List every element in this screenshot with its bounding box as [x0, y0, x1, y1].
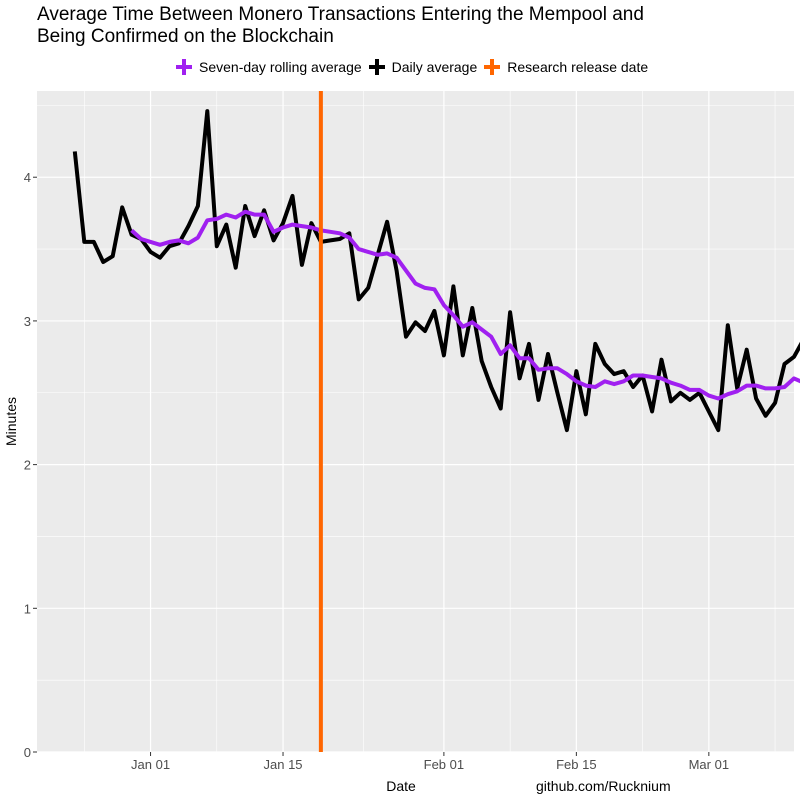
- x-tick-label: Feb 15: [556, 757, 596, 772]
- y-tick-label: 2: [24, 458, 31, 473]
- grid-lines: [37, 91, 794, 753]
- chart-title-line2: Being Confirmed on the Blockchain: [37, 26, 334, 47]
- x-tick-label: Jan 15: [264, 757, 303, 772]
- x-axis-title: Date: [386, 778, 416, 794]
- legend-item-release: Research release date: [483, 58, 648, 76]
- axes: 0 1 2 3 4 Jan 01 Jan 15 Feb 01 Feb 15 Mar 01: [24, 170, 729, 772]
- x-tick-label: Mar 01: [689, 757, 729, 772]
- legend-label-rolling: Seven-day rolling average: [199, 59, 362, 75]
- y-tick-label: 1: [24, 601, 31, 616]
- x-tick-label: Feb 01: [424, 757, 464, 772]
- y-tick-label: 0: [24, 745, 31, 760]
- y-axis-title: Minutes: [3, 397, 19, 446]
- series-daily-average-line: [72, 109, 800, 433]
- caption: github.com/Rucknium: [536, 778, 671, 794]
- legend-label-daily: Daily average: [391, 59, 478, 75]
- legend-key-daily: [368, 58, 386, 76]
- legend-item-daily: Daily average: [368, 58, 478, 76]
- legend-key-rolling: [175, 58, 193, 76]
- legend: Seven-day rolling average Daily average …: [175, 57, 654, 77]
- panel-background: [37, 91, 794, 752]
- y-tick-label: 4: [24, 170, 31, 185]
- x-tick-label: Jan 01: [131, 757, 170, 772]
- legend-label-release: Research release date: [507, 59, 649, 75]
- chart-title: Average Time Between Monero Transactions…: [37, 4, 644, 25]
- y-tick-label: 3: [24, 314, 31, 329]
- data-lines: [72, 91, 800, 752]
- series-rolling-average-line: [130, 209, 800, 401]
- legend-item-rolling: Seven-day rolling average: [175, 58, 362, 76]
- legend-key-release: [483, 58, 501, 76]
